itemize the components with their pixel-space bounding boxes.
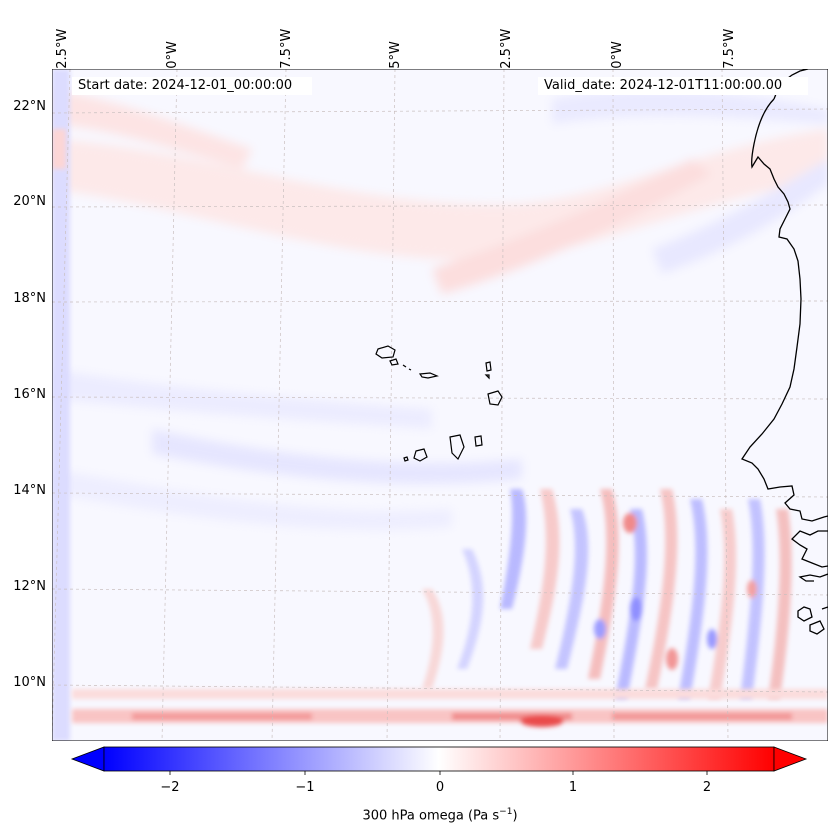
lat-label-20n: 20°N bbox=[13, 194, 46, 209]
colorbar-title-exponent: −1 bbox=[499, 807, 513, 817]
colorbar-tick-neg1: −1 bbox=[295, 780, 315, 795]
colorbar bbox=[70, 746, 808, 775]
lat-label-18n: 18°N bbox=[13, 291, 46, 306]
lat-label-14n: 14°N bbox=[13, 483, 46, 498]
start-date-label: Start date: 2024-12-01_00:00:00 bbox=[78, 78, 293, 93]
colorbar-tick-2: 2 bbox=[702, 780, 712, 795]
valid-date-box bbox=[538, 77, 808, 95]
cape-verde-islands bbox=[375, 345, 503, 462]
omega-field-south-edge bbox=[72, 689, 828, 727]
colorbar-title-end: ) bbox=[512, 808, 518, 824]
start-date-box bbox=[72, 77, 312, 95]
colorbar-tick-1: 1 bbox=[568, 780, 578, 795]
lat-label-22n: 22°N bbox=[13, 99, 46, 114]
omega-field-southeast bbox=[422, 489, 792, 699]
africa-coastline bbox=[741, 98, 828, 635]
colorbar-title: 300 hPa omega (Pa s−1) bbox=[362, 807, 517, 823]
colorbar-title-text: 300 hPa omega (Pa s bbox=[362, 808, 500, 824]
omega-field-north bbox=[52, 89, 828, 531]
colorbar-extend-min bbox=[70, 746, 105, 772]
colorbar-gradient bbox=[103, 746, 775, 772]
colorbar-tick-0: 0 bbox=[435, 780, 445, 795]
valid-date-label: Valid_date: 2024-12-01T11:00:00.00 bbox=[544, 78, 783, 93]
lat-label-10n: 10°N bbox=[13, 675, 46, 690]
lat-label-12n: 12°N bbox=[13, 579, 46, 594]
colorbar-extend-max bbox=[773, 746, 808, 772]
omega-map bbox=[52, 69, 828, 741]
map-gridlines bbox=[52, 69, 828, 741]
colorbar-tick-neg2: −2 bbox=[160, 780, 180, 795]
lat-label-16n: 16°N bbox=[13, 387, 46, 402]
